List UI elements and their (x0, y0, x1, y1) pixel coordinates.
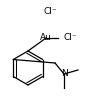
Text: Au: Au (40, 33, 52, 42)
Text: Cl⁻: Cl⁻ (43, 7, 57, 16)
Text: N: N (61, 69, 67, 78)
Text: Cl⁻: Cl⁻ (64, 33, 78, 42)
